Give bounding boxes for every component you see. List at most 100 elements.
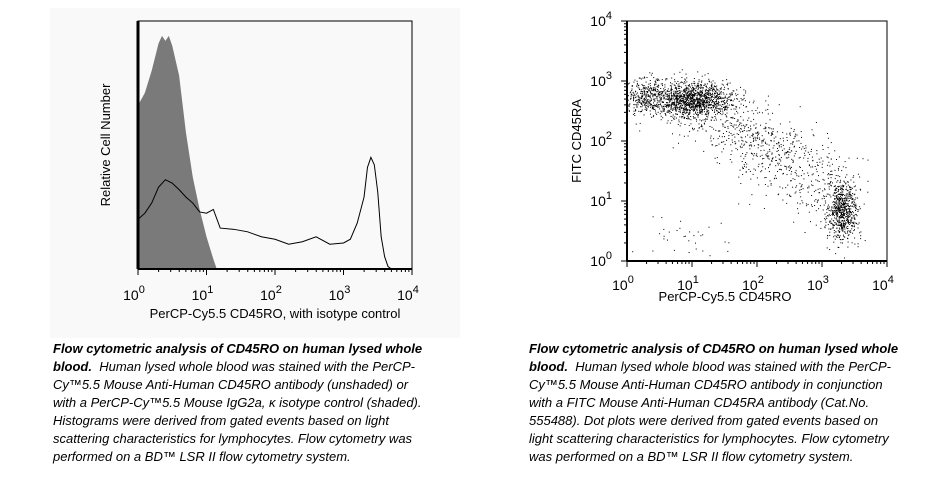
data-point [810,221,811,223]
data-point [651,93,653,94]
data-point [808,211,810,213]
data-point [707,93,708,95]
data-point [794,172,796,173]
data-point [816,153,818,155]
data-point [845,226,847,228]
data-point [826,218,828,220]
data-point [708,80,710,82]
data-point [834,204,836,206]
isotype-shaded-histogram [138,35,217,269]
data-point [841,189,843,191]
data-point [778,158,780,160]
data-point [651,116,653,118]
data-point [846,208,848,210]
data-point [730,92,732,94]
data-point [756,137,758,139]
data-point [848,216,850,218]
data-point [829,220,831,222]
data-point [689,94,691,96]
data-point [784,154,786,156]
data-point [838,231,840,233]
data-point [640,106,642,108]
data-point [702,87,704,89]
data-point [835,213,837,215]
data-point [654,88,656,90]
data-point [713,138,715,140]
data-point [764,184,766,185]
data-point [677,93,679,95]
data-point [845,198,847,200]
data-point [709,87,711,89]
data-point [717,89,719,91]
data-point [718,97,720,98]
data-point [643,102,645,104]
data-point [842,208,844,210]
data-point [648,89,650,90]
data-point [654,104,656,106]
data-point [847,215,849,217]
data-point [835,196,837,198]
data-point [700,81,702,83]
data-point [824,226,826,228]
data-point [845,167,847,169]
data-point [833,225,835,227]
data-point [753,118,755,120]
data-point [837,175,839,177]
data-point [849,191,851,193]
data-point [842,204,844,206]
data-point [851,198,853,200]
data-point [654,95,656,97]
data-point [654,84,656,86]
data-point [668,98,670,100]
data-point [837,213,839,215]
dot-plot-x-tick-label: 101 [677,274,699,293]
data-point [665,106,667,107]
data-point [734,143,736,145]
data-point [650,113,651,115]
data-point [664,104,666,106]
data-point [635,109,637,111]
data-point [727,120,729,122]
data-point [678,109,680,111]
data-point [831,218,833,220]
data-point [751,194,753,196]
data-point [755,169,756,171]
data-point [743,89,745,91]
data-point [757,131,759,133]
data-point [790,168,791,170]
data-point [843,231,845,233]
data-point [789,165,791,167]
data-point [848,200,850,202]
data-point [848,234,850,236]
data-point [678,90,680,92]
data-point [837,186,839,188]
data-point [867,159,869,161]
data-point [715,91,717,93]
data-point [697,94,698,96]
data-point [682,100,684,102]
data-point [727,107,728,109]
data-point [702,103,703,105]
data-point [636,106,638,108]
data-point [682,112,684,113]
data-point [697,92,699,94]
data-point [744,125,746,127]
data-point [856,215,858,217]
data-point [670,97,672,99]
data-point [716,113,718,115]
data-point [826,193,828,195]
data-point [860,238,862,240]
data-point [647,102,649,104]
data-point [782,199,784,201]
data-point [780,164,782,166]
data-point [676,109,678,111]
data-point [843,224,844,226]
data-point [839,210,841,212]
data-point [642,91,644,93]
data-point [711,88,712,90]
data-point [803,173,805,175]
data-point [697,93,699,95]
data-point [749,101,750,103]
data-point [752,153,754,155]
data-point [656,90,658,92]
